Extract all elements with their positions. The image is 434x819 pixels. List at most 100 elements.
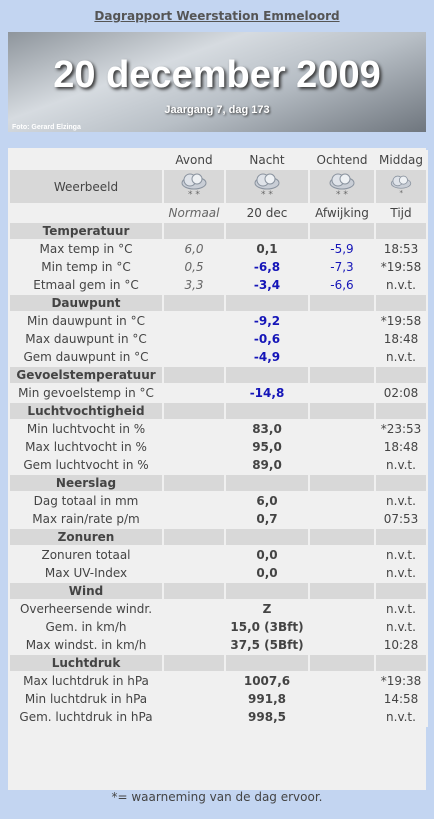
empty-cell (308, 635, 376, 655)
section-row: Temperatuur (8, 221, 428, 241)
empty-cell (308, 311, 376, 331)
row-label: Etmaal gem in °C (8, 275, 164, 295)
row-label: Max windst. in km/h (8, 635, 164, 655)
section-row: Luchtvochtigheid (8, 401, 428, 421)
value-cell: -6,8 (224, 257, 310, 277)
value-cell: -7,3 (308, 257, 376, 277)
value-cell: 6,0 (162, 239, 226, 259)
report-table: Avond Nacht Ochtend Middag Weerbeeld * * * *… (8, 150, 428, 727)
empty-cell (162, 617, 226, 637)
empty-cell (162, 545, 226, 565)
value-cell: 0,7 (224, 509, 310, 529)
value-cell: *23:53 (374, 419, 428, 439)
section-cell (308, 401, 376, 421)
subheader-cell: Afwijking (308, 203, 376, 223)
weather-icon: * * (254, 173, 280, 200)
data-row: Max luchtvocht in % 95,0 18:48 (8, 437, 428, 457)
section-cell (162, 221, 226, 241)
section-title: Zonuren (8, 527, 164, 547)
value-cell: 15,0 (3Bft) (224, 617, 310, 637)
value-cell: 1007,6 (224, 671, 310, 691)
empty-cell (308, 419, 376, 439)
section-cell (162, 653, 226, 673)
section-cell (374, 221, 428, 241)
section-cell (162, 527, 226, 547)
section-title: Temperatuur (8, 221, 164, 241)
value-cell: n.v.t. (374, 491, 428, 511)
section-title: Neerslag (8, 473, 164, 493)
svg-text:* *: * * (261, 190, 273, 199)
empty-cell (308, 383, 376, 403)
row-label: Max luchtdruk in hPa (8, 671, 164, 691)
empty-cell (8, 150, 164, 170)
empty-cell (308, 563, 376, 583)
weather-icon: * * (329, 173, 355, 200)
weather-icon: * * (181, 173, 207, 200)
banner-date: 20 december 2009 (53, 54, 381, 96)
data-row: Max dauwpunt in °C -0,6 18:48 (8, 329, 428, 349)
value-cell: 02:08 (374, 383, 428, 403)
value-cell: 0,0 (224, 545, 310, 565)
empty-cell (162, 707, 226, 727)
row-label: Min gevoelstemp in °C (8, 383, 164, 403)
section-cell (308, 365, 376, 385)
data-row: Gem dauwpunt in °C -4,9 n.v.t. (8, 347, 428, 367)
data-row: Max rain/rate p/m 0,7 07:53 (8, 509, 428, 529)
data-row: Min gevoelstemp in °C -14,8 02:08 (8, 383, 428, 403)
data-row: Min luchtdruk in hPa 991,8 14:58 (8, 689, 428, 709)
empty-cell (308, 509, 376, 529)
footnote: *= waarneming van de dag ervoor. (111, 790, 323, 804)
row-label: Gem dauwpunt in °C (8, 347, 164, 367)
section-cell (308, 653, 376, 673)
section-cell (162, 401, 226, 421)
value-cell: *19:58 (374, 311, 428, 331)
data-row: Min luchtvocht in % 83,0 *23:53 (8, 419, 428, 439)
section-cell (374, 401, 428, 421)
section-cell (308, 293, 376, 313)
row-label: Max UV-Index (8, 563, 164, 583)
data-row: Max luchtdruk in hPa 1007,6 *19:38 (8, 671, 428, 691)
value-cell: 10:28 (374, 635, 428, 655)
subheader-row: Normaal 20 dec Afwijking Tijd (8, 203, 428, 223)
column-header: Ochtend (308, 150, 376, 170)
column-header: Nacht (224, 150, 310, 170)
empty-cell (308, 707, 376, 727)
section-title: Wind (8, 581, 164, 601)
value-cell: 83,0 (224, 419, 310, 439)
section-cell (374, 653, 428, 673)
value-cell: 95,0 (224, 437, 310, 457)
row-label: Weerbeeld (8, 168, 164, 205)
subheader-cell: 20 dec (224, 203, 310, 223)
data-row: Max temp in °C 6,0 0,1 -5,9 18:53 (8, 239, 428, 259)
empty-cell (162, 599, 226, 619)
empty-cell (162, 347, 226, 367)
value-cell: 14:58 (374, 689, 428, 709)
empty-cell (162, 635, 226, 655)
icon-cell: * * (162, 168, 226, 205)
value-cell: 07:53 (374, 509, 428, 529)
row-label: Overheersende windr. (8, 599, 164, 619)
value-cell: n.v.t. (374, 707, 428, 727)
value-cell: n.v.t. (374, 599, 428, 619)
banner: 20 december 2009 Jaargang 7, dag 173 Fot… (8, 32, 426, 132)
empty-cell (162, 563, 226, 583)
empty-cell (308, 437, 376, 457)
value-cell: -6,6 (308, 275, 376, 295)
section-row: Wind (8, 581, 428, 601)
value-cell: 0,5 (162, 257, 226, 277)
svg-text:* *: * * (336, 190, 348, 199)
row-label: Zonuren totaal (8, 545, 164, 565)
empty-cell (162, 509, 226, 529)
section-title: Gevoelstemperatuur (8, 365, 164, 385)
section-row: Neerslag (8, 473, 428, 493)
section-title: Dauwpunt (8, 293, 164, 313)
empty-cell (308, 599, 376, 619)
value-cell: n.v.t. (374, 275, 428, 295)
value-cell: -4,9 (224, 347, 310, 367)
value-cell: Z (224, 599, 310, 619)
section-cell (162, 365, 226, 385)
value-cell: 3,3 (162, 275, 226, 295)
empty-cell (162, 311, 226, 331)
weather-icon: * (390, 175, 412, 197)
